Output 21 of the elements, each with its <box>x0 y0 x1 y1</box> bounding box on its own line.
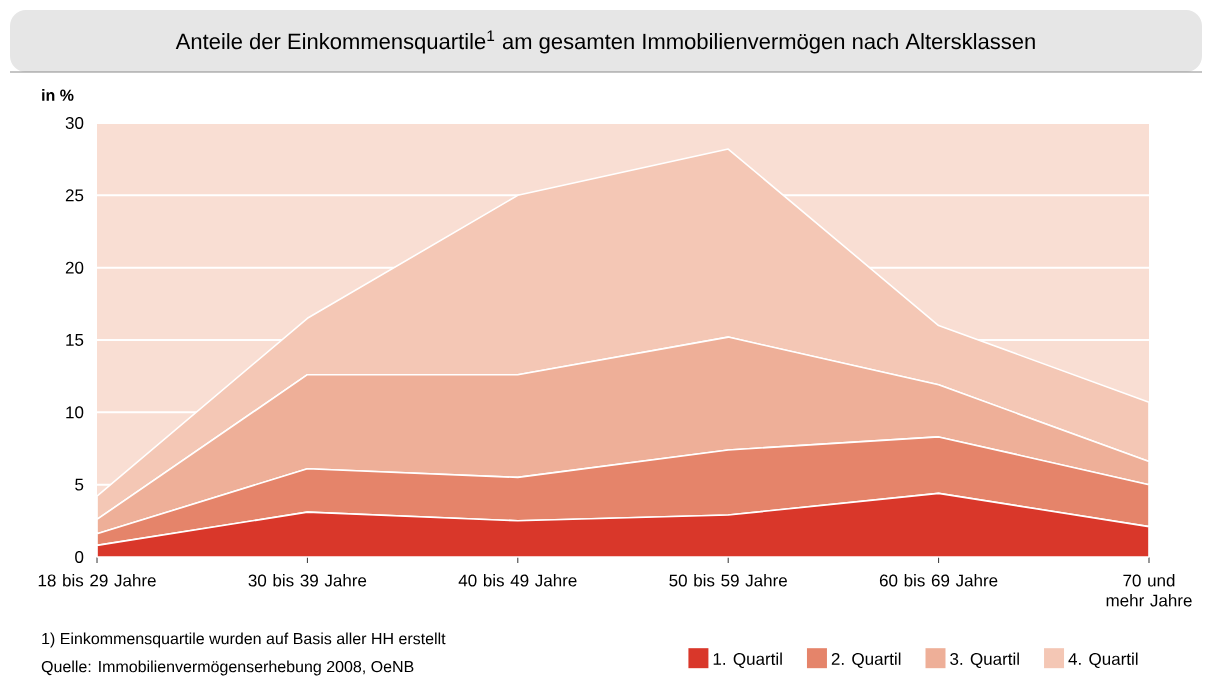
y-tick-label: 0 <box>75 550 84 563</box>
y-tick-label: 15 <box>66 334 84 346</box>
x-tick-label: 30 bis 39 Jahre <box>248 574 367 587</box>
legend-label: 1. Quartil <box>713 652 782 669</box>
y-tick-label: 10 <box>66 406 84 419</box>
y-tick-label: 30 <box>65 116 84 129</box>
x-tick-label: 18 bis 29 Jahre <box>38 574 156 587</box>
legend-label: 4. Quartil <box>1068 652 1138 669</box>
source-note: Quelle: Immobilienvermögenserhebung 2008, OeNB <box>41 660 414 676</box>
legend-label: 3. Quartil <box>950 652 1019 669</box>
x-tick-label: 50 bis 59 Jahre <box>669 574 787 587</box>
x-tick-label: 60 bis 69 Jahre <box>879 574 998 587</box>
y-tick-label: 20 <box>65 261 84 274</box>
y-tick-label: 25 <box>65 189 84 202</box>
y-axis-title: in % <box>42 89 74 101</box>
legend-label: 2. Quartil <box>831 652 901 669</box>
y-tick-label: 5 <box>75 478 84 491</box>
x-tick-label: 70 und mehr Jahre <box>1106 574 1192 607</box>
x-tick-label: 40 bis 49 Jahre <box>458 574 577 587</box>
chart-title: Anteile der Einkommensquartile$^{1}$ am gesamten Immobilienvermögen nach Altersklassen <box>175 30 1035 54</box>
text: 1) Einkommensquartile wurden auf Basis aller HH erstellt <box>42 632 446 648</box>
